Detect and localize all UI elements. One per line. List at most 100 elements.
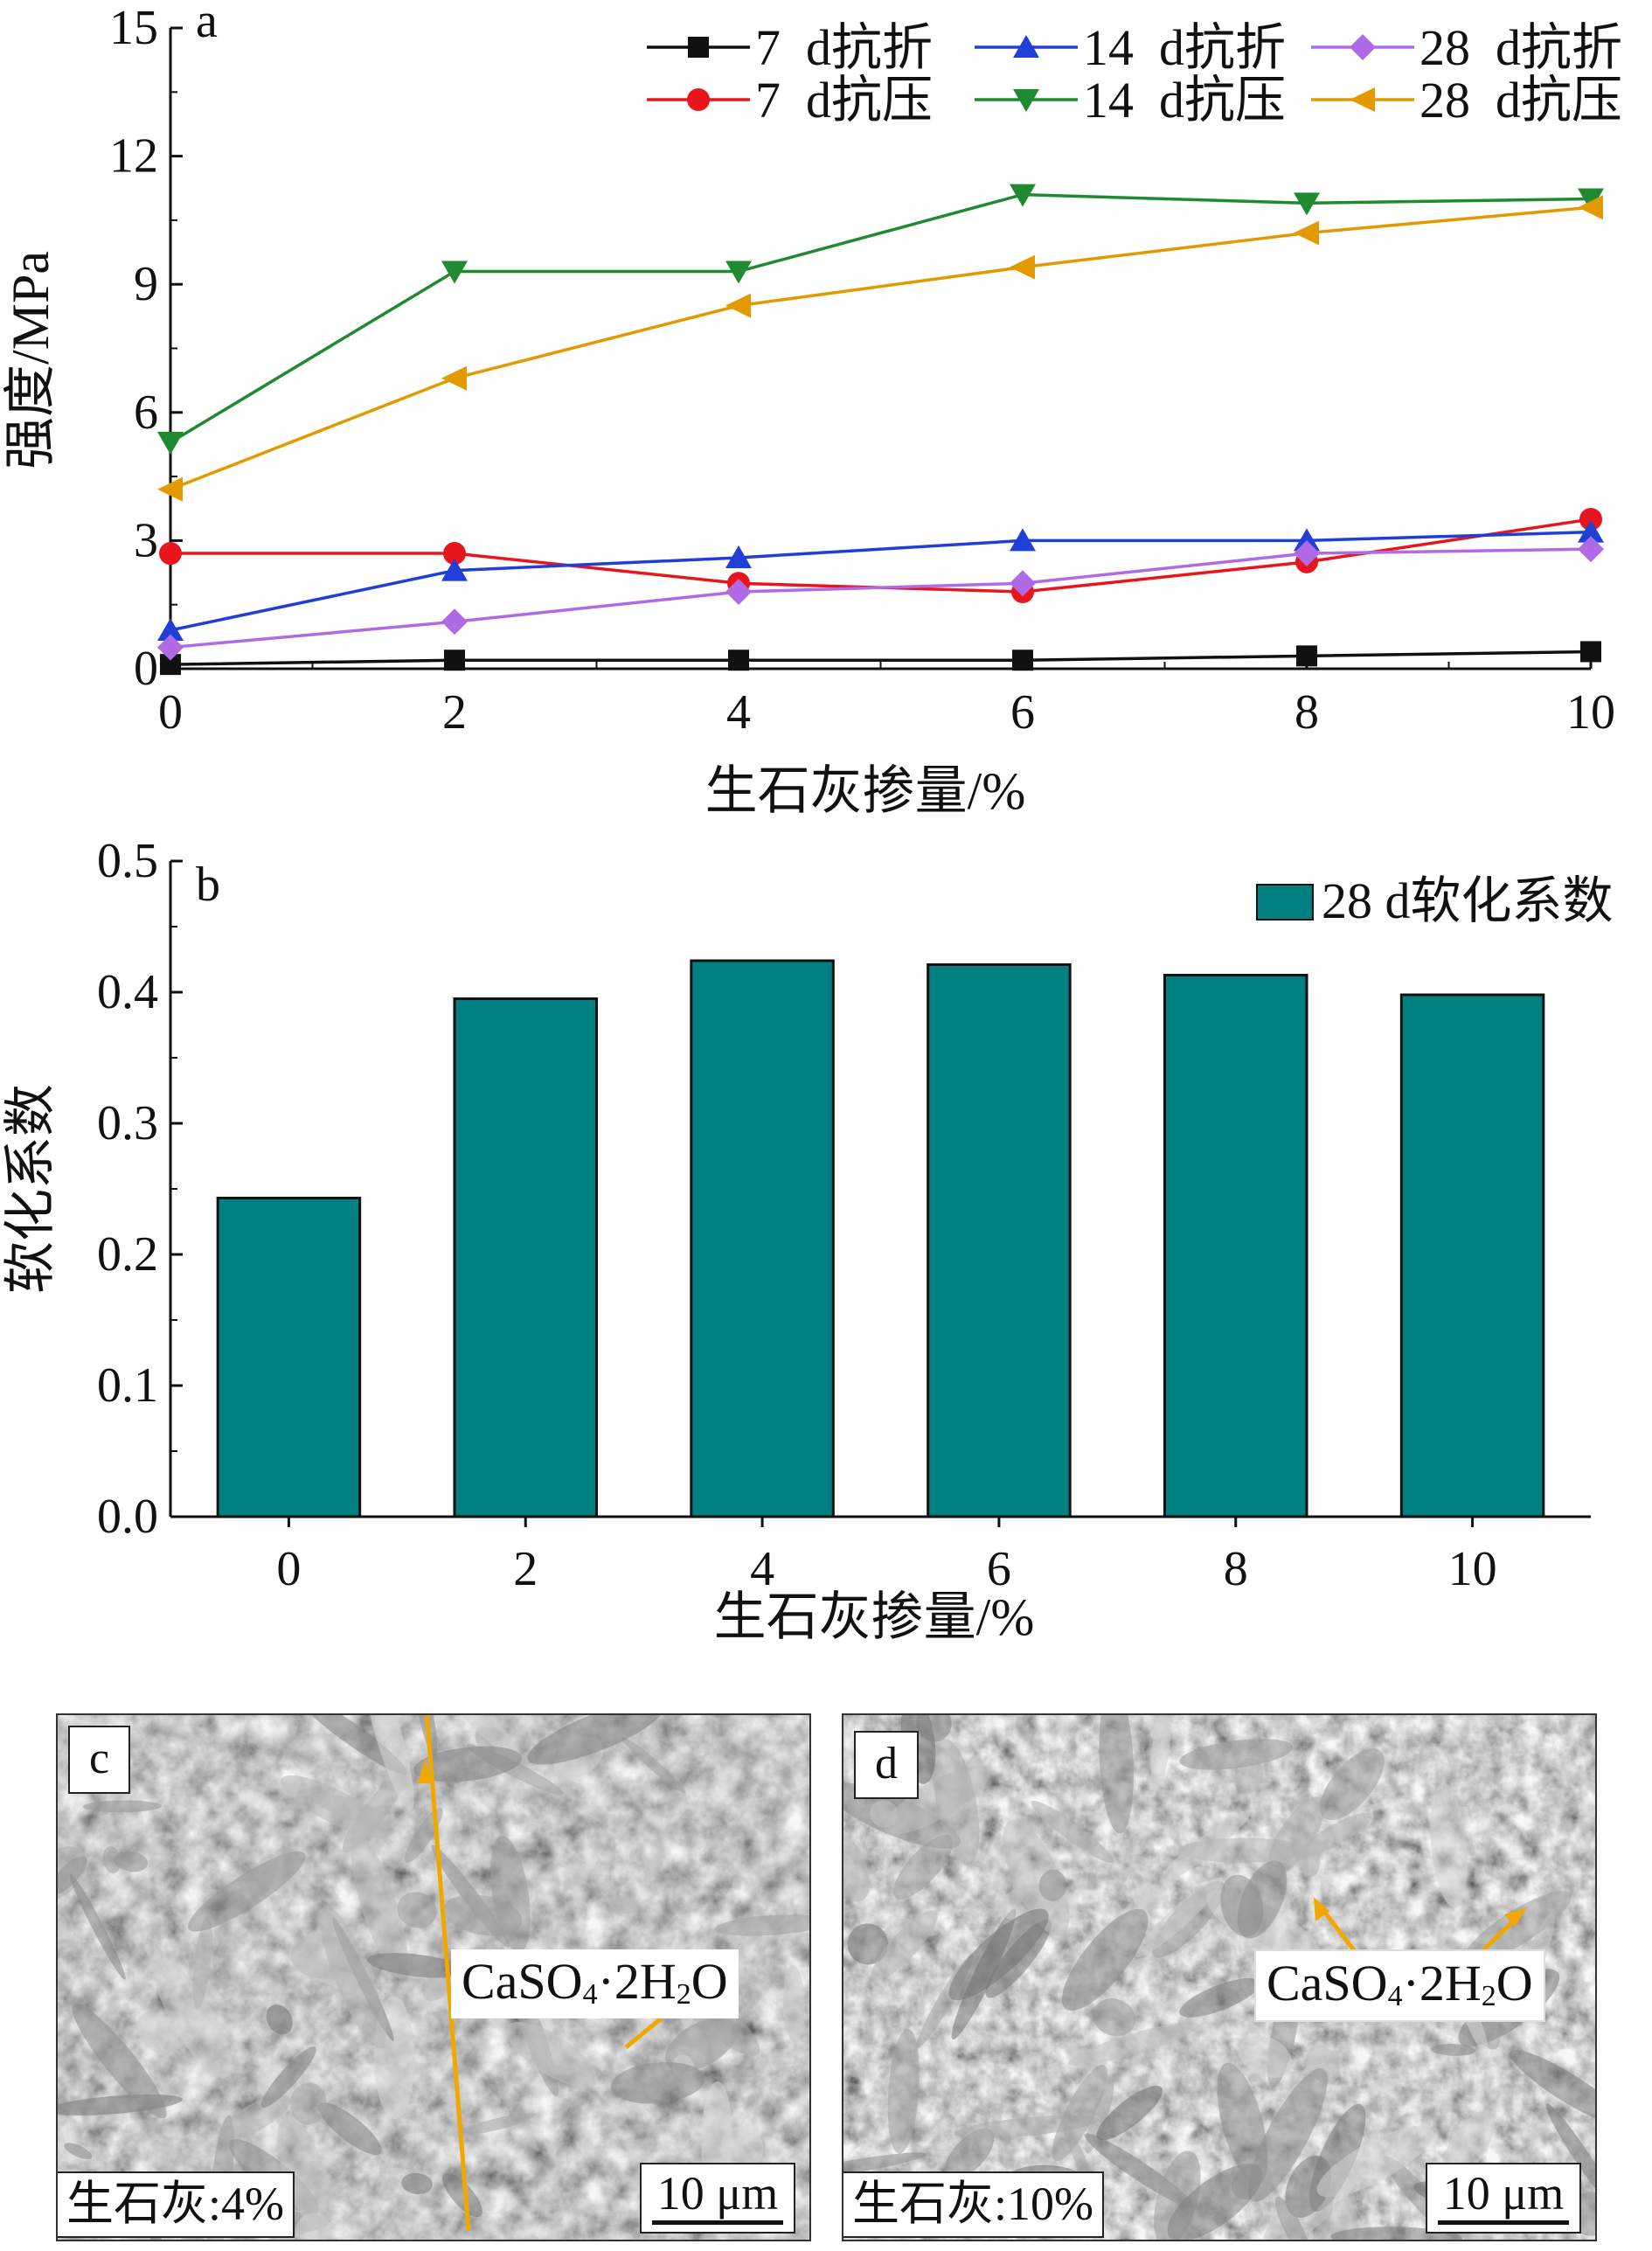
- sem-grain: [397, 1892, 437, 1928]
- sem-grain: [1300, 1812, 1372, 1857]
- sem-grain: [1306, 2181, 1336, 2240]
- chart-b-axes: 0.0 0.1 0.2 0.3 0.4 0.5 0 2 4 6 8 10: [97, 834, 1591, 1596]
- chart-a-xlabel: 生石灰掺量/%: [705, 762, 1026, 820]
- legend-swatch: [1256, 884, 1314, 921]
- sem-grain: [58, 1846, 87, 1901]
- sem-grain: [1135, 1877, 1223, 1957]
- chart-a-xtick-label: 4: [726, 685, 751, 740]
- sem-grain: [1367, 2077, 1397, 2095]
- sem-grain: [916, 1715, 952, 1742]
- sem-grain: [1038, 1869, 1067, 1901]
- legend-label-1: 7 d抗压: [755, 72, 933, 129]
- softening-bar-chart: 0.0 0.1 0.2 0.3 0.4 0.5 0 2 4 6 8 10 28 d软化系数 b 生石灰…: [2, 834, 1614, 1643]
- chart-b-xtick-label: 4: [750, 1542, 774, 1596]
- chart-b-xlabel: 生石灰掺量/%: [714, 1588, 1035, 1643]
- sem-grain: [933, 1738, 980, 1865]
- chart-b-xtick-label: 6: [987, 1542, 1011, 1596]
- sem-grain: [72, 2003, 167, 2119]
- sem-grains-c: [58, 1715, 809, 2240]
- series-3-point: [1294, 192, 1320, 216]
- scale-bar-c: 10 μm: [640, 2163, 795, 2234]
- sem-grain: [871, 1910, 938, 1981]
- series-0-point: [1012, 650, 1033, 671]
- sem-grain: [318, 2102, 382, 2156]
- sem-grain: [1320, 1748, 1385, 1821]
- sem-grain: [442, 1894, 523, 1936]
- sem-image-c: c CaSO4·2H2O 生石灰:4% 10 μm: [56, 1713, 811, 2241]
- dosage-label-d: 生石灰:10%: [843, 2171, 1104, 2238]
- sem-grain: [460, 2113, 536, 2136]
- chart-a-xtick-label: 2: [442, 685, 467, 740]
- sem-grain: [154, 1958, 232, 2079]
- chart-a-axes: 0 3 6 9 12 15 0 2 4 6 8 10: [109, 1, 1615, 740]
- legend-marker-3: [1013, 89, 1039, 112]
- sem-grain: [1430, 2044, 1476, 2056]
- sem-grain: [1316, 2125, 1433, 2198]
- mineral-label-d: CaSO4·2H2O: [1254, 1949, 1545, 2022]
- sem-grain: [1150, 1715, 1171, 1789]
- chart-a-xtick-label: 8: [1295, 685, 1319, 740]
- series-3-point: [157, 432, 184, 455]
- sem-image-d: d CaSO4·2H2O 生石灰:10% 10 μm: [842, 1713, 1597, 2241]
- series-5-point: [1578, 195, 1603, 220]
- sem-grain: [1267, 1796, 1325, 1877]
- series-line-0: [170, 650, 1592, 666]
- legend-marker-4: [1350, 34, 1376, 60]
- sem-grain: [505, 2021, 598, 2088]
- sem-grain: [1167, 2164, 1263, 2240]
- sem-grain: [260, 2046, 316, 2109]
- series-4-point: [441, 608, 468, 636]
- chart-a-ytick-label: 6: [134, 386, 158, 440]
- sem-grain: [721, 2125, 764, 2170]
- sem-grain: [1096, 2085, 1163, 2141]
- sem-grain: [102, 1846, 121, 1873]
- sem-grain: [136, 2011, 180, 2056]
- chart-a-ylabel: 强度/MPa: [2, 251, 59, 469]
- legend-label-3: 14 d抗压: [1083, 72, 1286, 129]
- chart-b-ytick-label: 0.3: [97, 1096, 158, 1150]
- sem-grain: [1239, 2035, 1293, 2078]
- legend-label: 28 d软化系数: [1322, 872, 1614, 929]
- chart-a-lines: [157, 184, 1604, 676]
- sem-grain: [1093, 1997, 1136, 2037]
- sem-grain: [782, 1965, 805, 2043]
- panel-d-tag: d: [854, 1731, 919, 1799]
- bar-2: [453, 997, 598, 1518]
- sem-grain: [1133, 1883, 1163, 1910]
- series-2-point: [725, 545, 752, 568]
- series-line-2: [170, 530, 1592, 632]
- series-5-point: [1294, 220, 1319, 246]
- bar-6: [927, 963, 1072, 1518]
- sem-grain: [364, 1715, 414, 1810]
- arrow-c-1: [424, 1715, 471, 2232]
- arrow-d-2-head: [1504, 1907, 1527, 1927]
- legend-label-2: 14 d抗折: [1083, 19, 1286, 76]
- chart-b-xtick-label: 10: [1448, 1542, 1497, 1596]
- sem-grain: [351, 1833, 408, 1979]
- legend-label-5: 28 d抗压: [1419, 72, 1622, 129]
- series-line-3: [170, 192, 1592, 444]
- chart-a-xtick-label: 0: [158, 685, 183, 740]
- chart-a-ytick-label: 3: [134, 513, 158, 567]
- series-1-point: [443, 542, 466, 566]
- series-1-point: [1579, 507, 1602, 531]
- sem-grain: [277, 2116, 331, 2230]
- series-4-point: [1294, 540, 1320, 567]
- sem-grain: [192, 1915, 212, 2010]
- sem-grain: [843, 2152, 927, 2180]
- series-2-point: [441, 558, 468, 581]
- sem-grain: [610, 2061, 705, 2104]
- sem-grain: [1068, 2022, 1200, 2066]
- sem-grain: [1099, 1715, 1135, 1834]
- series-5-point: [157, 476, 183, 502]
- series-0-point: [728, 650, 749, 671]
- sem-grain: [1545, 2103, 1595, 2210]
- series-3-point: [725, 261, 752, 284]
- arrow-c-1-head: [418, 1759, 432, 1783]
- sem-grain: [295, 1715, 408, 1775]
- bar-0: [216, 1197, 362, 1518]
- sem-grain: [442, 2172, 482, 2218]
